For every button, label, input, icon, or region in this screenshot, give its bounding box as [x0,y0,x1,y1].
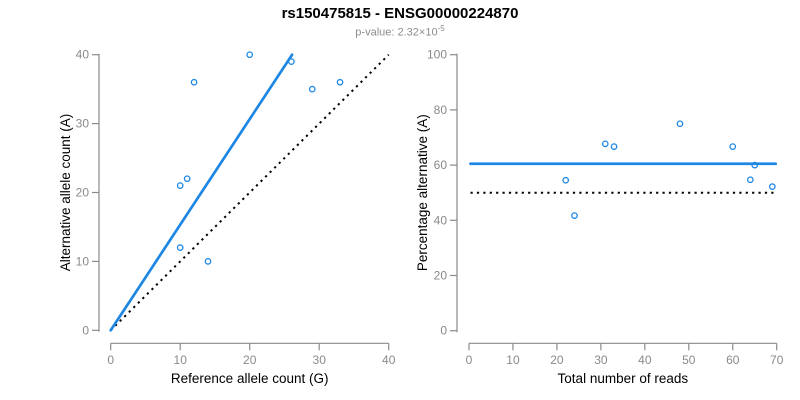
x-axis-title: Reference allele count (G) [171,371,329,386]
data-point [204,258,212,265]
data-point [601,140,609,148]
data-point [176,182,184,189]
data-point [571,212,578,219]
y-tick-label: 80 [434,103,448,117]
p-value-exponent: -5 [437,24,445,33]
x-tick-label: 20 [550,353,564,367]
data-point [562,176,570,184]
data-point [610,143,618,150]
y-tick-label: 0 [440,324,447,338]
x-tick-label: 10 [506,353,520,367]
data-point [176,244,184,251]
fit-line [109,53,294,332]
x-tick-label: 40 [382,353,396,367]
reference-dotted-line [109,53,390,332]
x-tick-label: 30 [594,353,608,367]
data-point [729,143,737,150]
data-point [746,176,754,184]
data-point [768,183,776,190]
x-tick-label: 20 [243,353,257,367]
x-tick-label: 0 [107,353,114,367]
y-tick-label: 10 [76,254,90,268]
data-point [336,78,344,86]
data-point [183,175,191,183]
figure-title: rs150475815 - ENSG00000224870 [281,5,519,22]
y-tick-label: 60 [434,158,448,172]
y-tick-label: 20 [76,186,90,200]
x-tick-label: 0 [466,353,473,367]
data-point [190,78,198,86]
y-axis-title: Percentage alternative (A) [415,114,430,271]
x-axis-title: Total number of reads [558,371,689,386]
x-tick-label: 40 [638,353,652,367]
y-tick-label: 20 [434,269,448,283]
data-point [676,120,684,128]
y-tick-label: 40 [434,213,448,227]
y-axis-title: Alternative allele count (A) [58,114,73,272]
p-value-text: p-value: 2.32×10 [355,26,438,39]
x-tick-label: 70 [770,353,784,367]
x-tick-label: 60 [726,353,740,367]
x-tick-label: 10 [174,353,188,367]
data-point [308,85,316,93]
x-tick-label: 30 [313,353,327,367]
y-tick-label: 100 [427,48,447,62]
y-tick-label: 30 [76,117,90,131]
x-tick-label: 50 [682,353,696,367]
y-tick-label: 40 [76,48,90,62]
figure-subtitle: p-value: 2.32×10-5 [0,24,800,39]
y-tick-label: 0 [82,323,89,337]
data-point [246,51,254,59]
